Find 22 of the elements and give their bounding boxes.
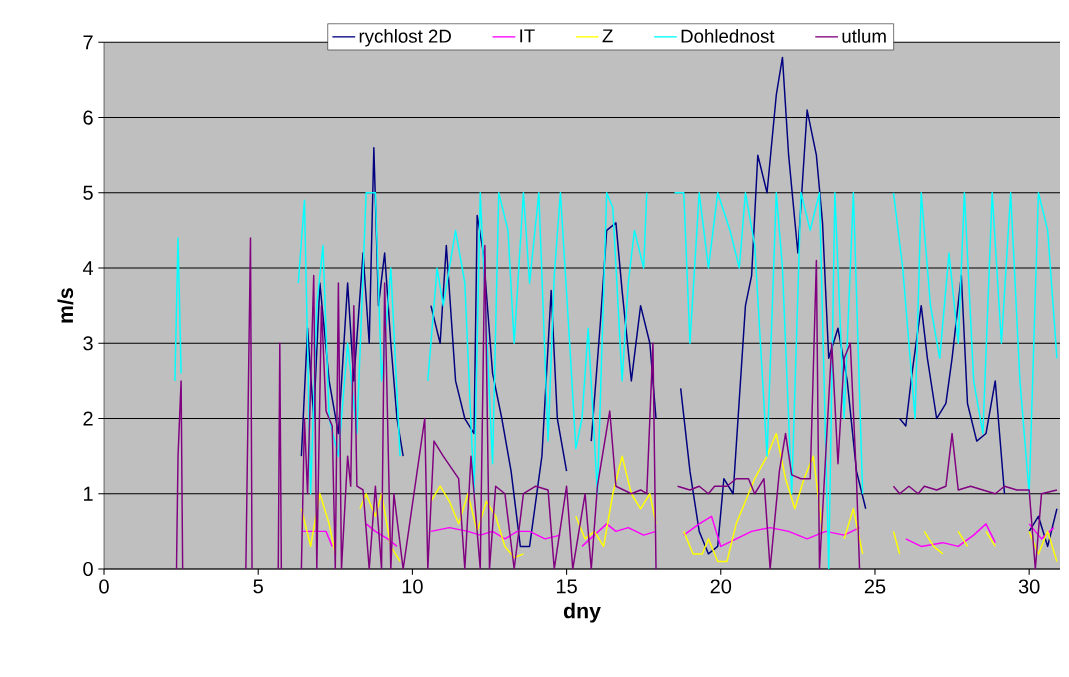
x-tick-label: 25 <box>864 579 886 594</box>
y-tick-label: 5 <box>83 185 93 200</box>
x-tick-label: 15 <box>556 579 577 594</box>
x-tick-label: 5 <box>253 579 263 594</box>
y-tick-label: 4 <box>82 261 94 275</box>
x-tick-label: 0 <box>99 579 109 594</box>
legend-label: Dohlednost <box>681 29 775 43</box>
legend-label: utlum <box>842 29 886 43</box>
x-tick-label: 20 <box>710 579 732 594</box>
legend-label: IT <box>520 29 535 43</box>
legend-label: Z <box>602 29 613 43</box>
y-tick-label: 2 <box>83 411 93 426</box>
y-tick-label: 0 <box>83 561 93 577</box>
y-tick-label: 3 <box>83 336 93 351</box>
x-tick-label: 30 <box>1018 579 1040 594</box>
y-tick-label: 6 <box>83 110 93 125</box>
x-axis-title: dny <box>563 602 601 623</box>
y-axis-title: m/s <box>57 288 74 323</box>
legend-label: rychlost 2D <box>359 29 451 47</box>
y-tick-label: 1 <box>84 486 93 501</box>
x-tick-label: 10 <box>402 579 423 594</box>
y-tick-label: 7 <box>83 35 93 50</box>
